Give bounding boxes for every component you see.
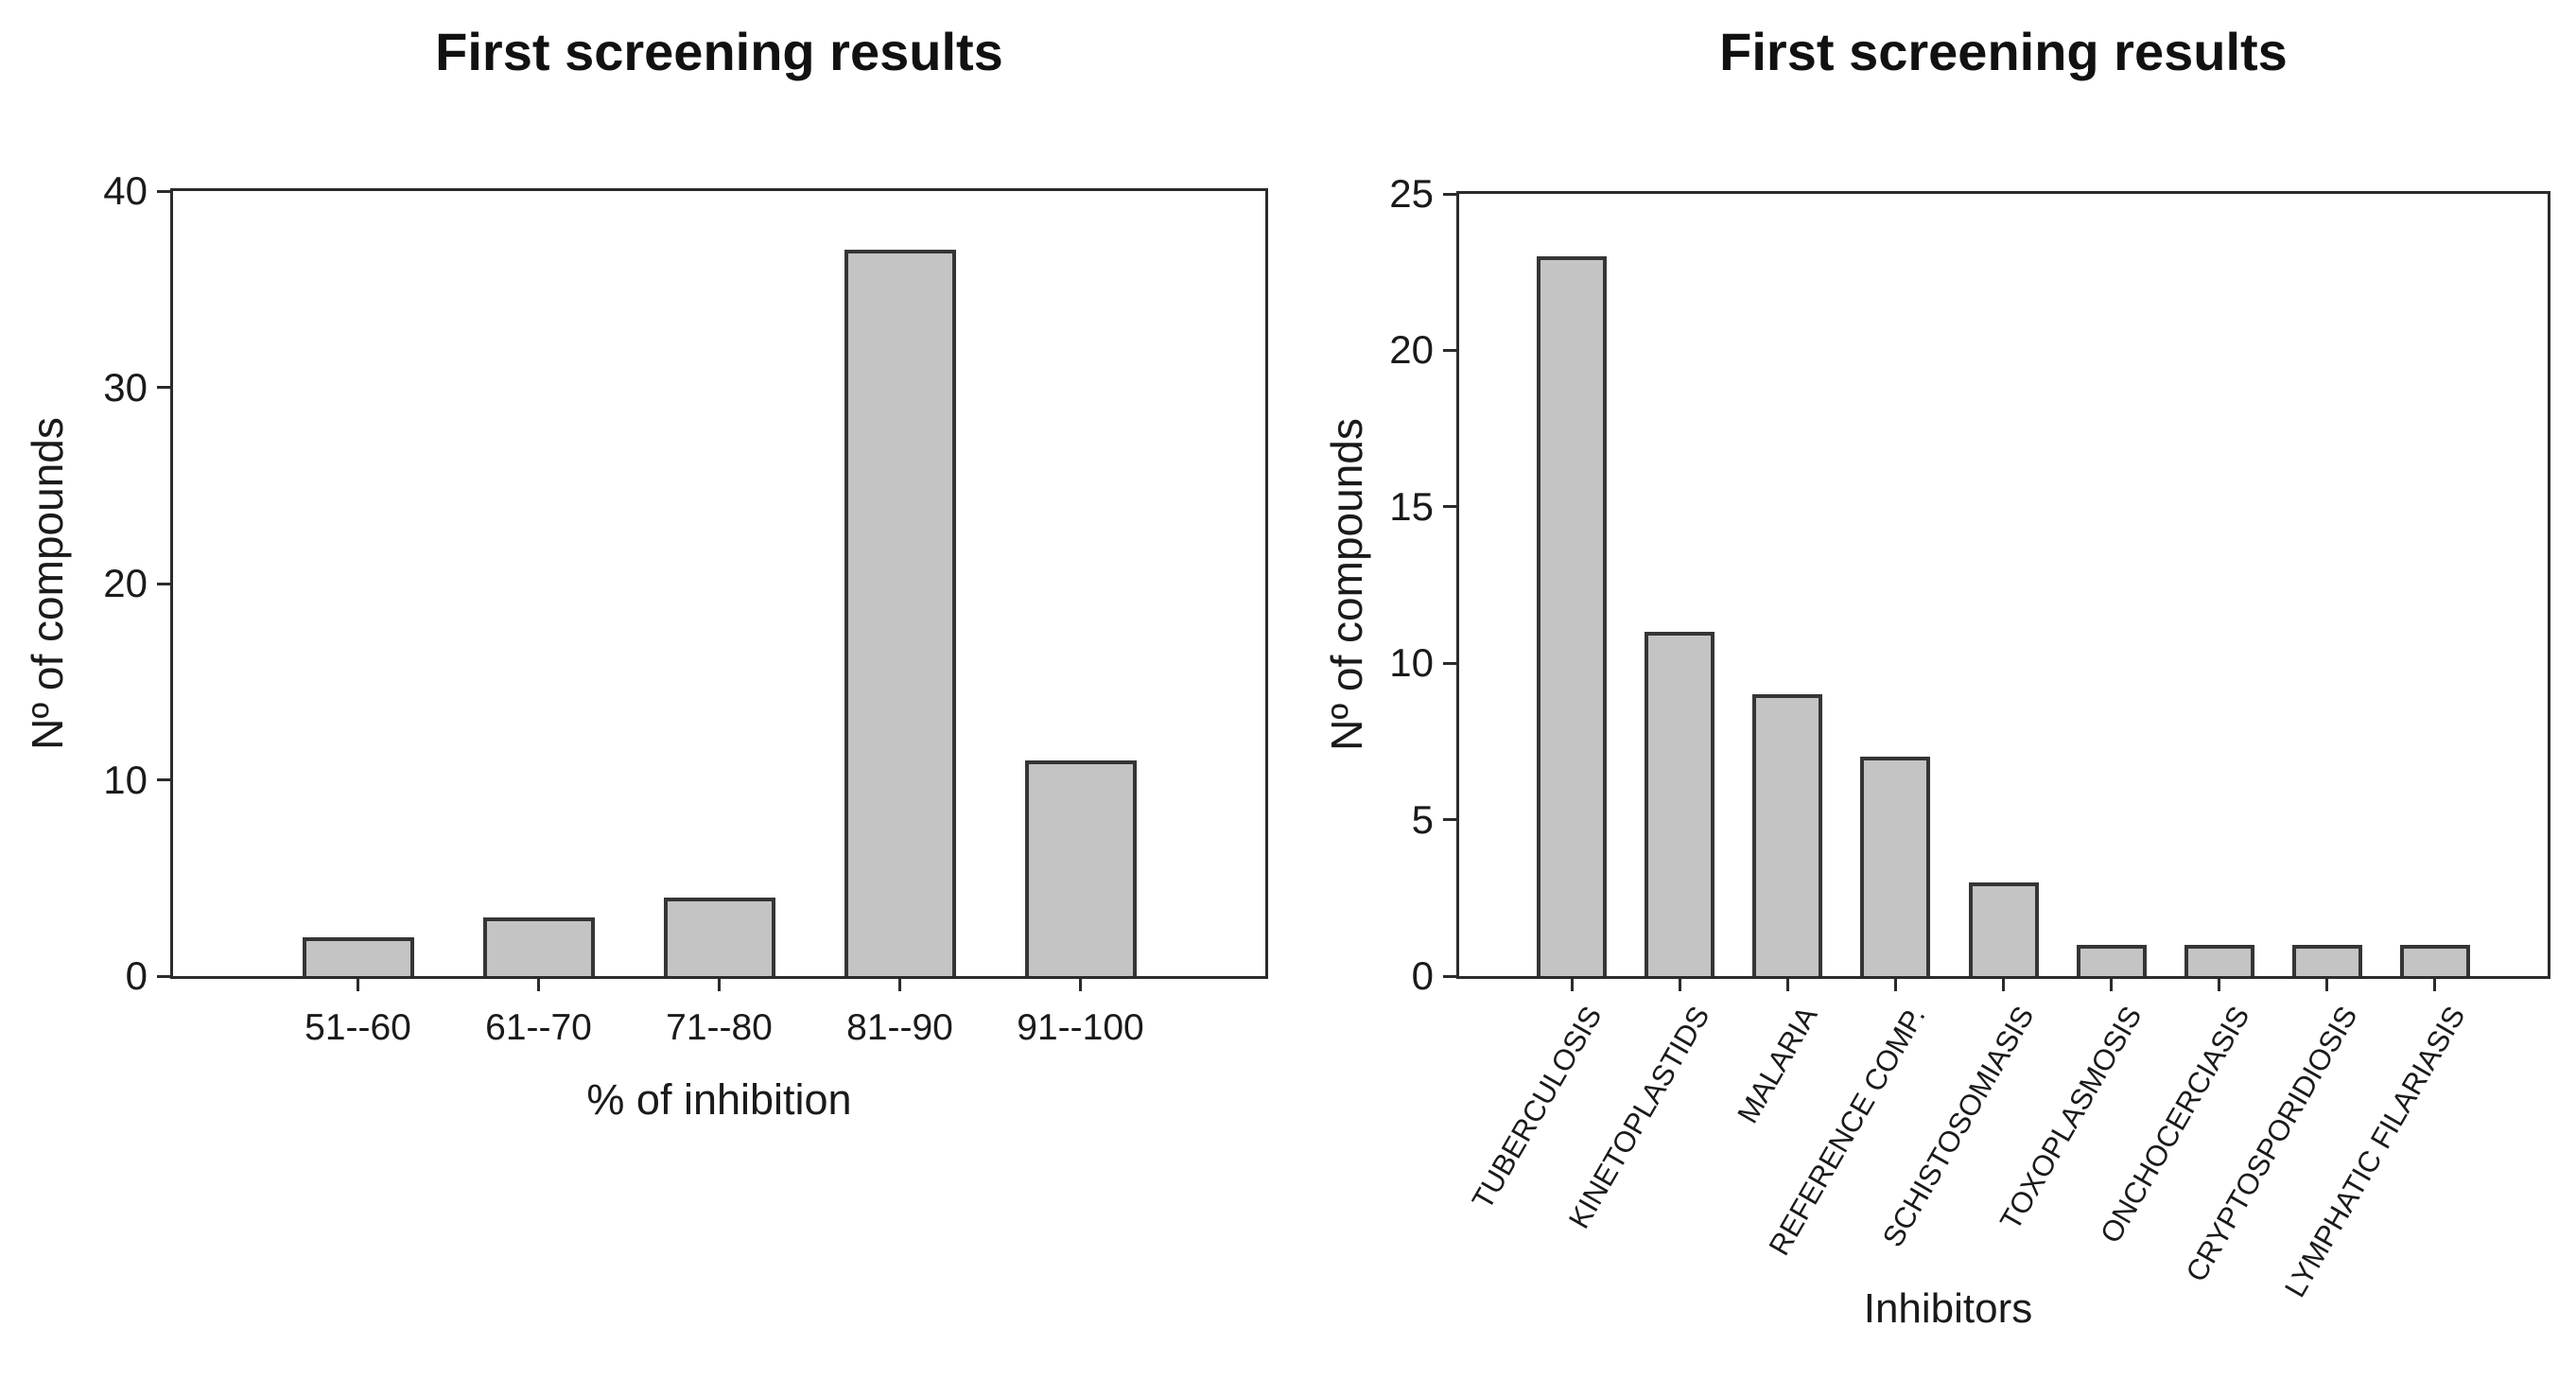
x-tick-mark [537,979,540,991]
y-axis-label: Nº of compounds [23,417,72,750]
x-tick-label: 51--60 [305,1007,411,1048]
x-tick-mark [2002,979,2005,991]
y-tick-mark [157,974,170,978]
bar [482,916,595,976]
x-tick-label: TOXOPLASMOSIS [1993,1001,2149,1236]
x-tick-label: 61--70 [485,1007,592,1048]
x-tick-label: 71--80 [666,1007,773,1048]
x-tick-label: KINETOPLASTIDS [1562,1001,1716,1234]
y-tick-label: 10 [103,757,148,802]
x-tick-label: REFERENCE COMP. [1762,1001,1932,1262]
x-tick-mark [2433,979,2437,991]
x-tick-mark [1893,979,1897,991]
x-tick-mark [1785,979,1789,991]
bar [844,250,956,976]
y-tick-mark [1443,818,1456,822]
x-tick-mark [1079,979,1082,991]
y-tick-mark [1443,192,1456,196]
y-tick-label: 40 [103,168,148,213]
y-tick-mark [157,582,170,585]
y-tick-label: 30 [103,364,148,410]
y-tick-mark [1443,974,1456,978]
x-tick-label: LYMPHATIC FILARIASIS [2277,1001,2472,1303]
plot-area [1456,191,2550,979]
x-axis-label: % of inhibition [586,1075,852,1124]
plot-area [170,188,1268,979]
bar [1645,632,1715,976]
x-tick-label: 81--90 [846,1007,953,1048]
y-tick-label: 15 [1389,483,1434,529]
y-axis-label: Nº of compounds [1322,418,1371,751]
x-tick-label: ONCHOCERCIASIS [2093,1001,2256,1249]
y-tick-mark [157,386,170,389]
bar [1968,882,2039,976]
y-tick-mark [157,778,170,781]
x-tick-label: SCHISTOSOMIASIS [1875,1001,2041,1253]
y-tick-mark [1443,661,1456,665]
bar [1537,256,1608,976]
y-tick-label: 10 [1389,640,1434,686]
bar [663,898,775,976]
y-tick-label: 5 [1411,796,1434,842]
x-tick-mark [2110,979,2114,991]
bar [2076,944,2147,976]
y-tick-label: 20 [103,561,148,605]
bar [1860,757,1931,976]
x-tick-mark [2325,979,2329,991]
bar [2291,944,2362,976]
x-tick-mark [1570,979,1574,991]
x-tick-label: CRYPTOSPORIDIOSIS [2179,1001,2364,1287]
y-tick-label: 0 [1411,953,1434,998]
y-tick-mark [1443,505,1456,509]
chart-title: First screening results [1719,22,2288,81]
bar [302,936,414,976]
x-tick-mark [718,979,721,991]
x-tick-label: TUBERCULOSIS [1465,1001,1609,1215]
bar [1752,694,1823,976]
y-tick-mark [1443,348,1456,352]
bar [2399,944,2470,976]
x-tick-mark [2218,979,2221,991]
x-axis-label: Inhibitors [1863,1285,2033,1332]
y-tick-mark [157,189,170,193]
bar [1024,759,1137,976]
x-tick-label: MALARIA [1731,1001,1824,1129]
x-tick-mark [357,979,359,991]
x-tick-label: 91--100 [1017,1007,1144,1048]
bar [2184,944,2254,976]
x-tick-mark [1678,979,1681,991]
y-tick-label: 20 [1389,327,1434,373]
y-tick-label: 0 [125,953,148,998]
y-tick-label: 25 [1389,171,1434,216]
x-tick-mark [898,979,901,991]
chart-title: First screening results [435,22,1003,81]
